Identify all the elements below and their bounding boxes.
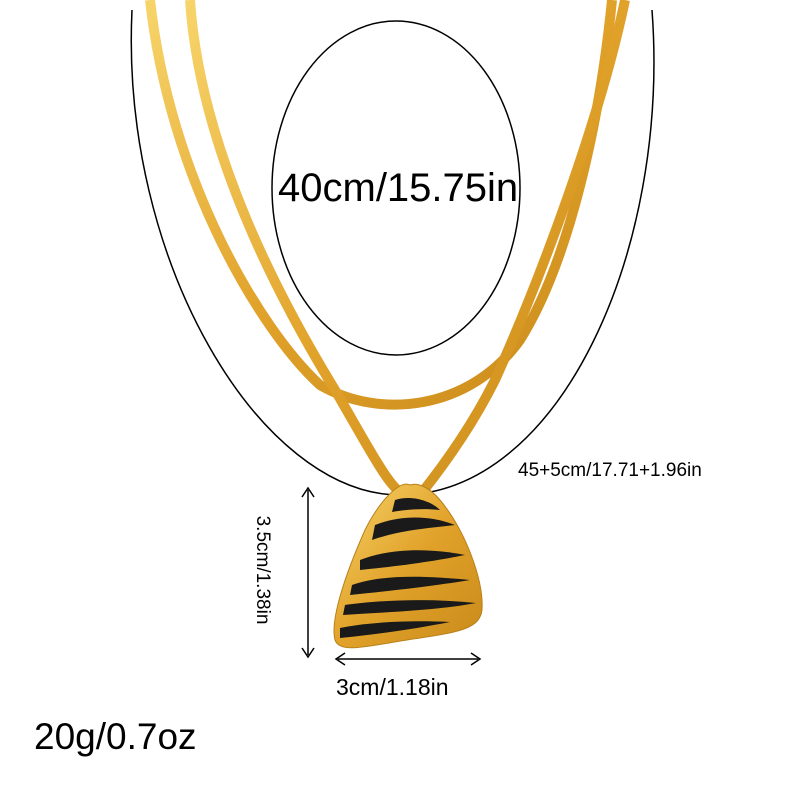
- width-arrow: [334, 652, 482, 666]
- inner-length-ellipse: [271, 20, 521, 356]
- outer-length-label: 45+5cm/17.71+1.96in: [518, 460, 702, 481]
- inner-length-label: 40cm/15.75in: [278, 166, 519, 210]
- pendant-stripes: [340, 498, 476, 638]
- weight-label: 20g/0.7oz: [34, 716, 197, 757]
- pendant-width-label: 3cm/1.18in: [336, 674, 449, 700]
- chain-outer: [185, 0, 630, 500]
- height-arrow: [301, 486, 315, 659]
- outer-length-curve: [130, 9, 655, 496]
- chain-inner: [145, 0, 617, 410]
- pendant-height-label: 3.5cm/1.38in: [252, 515, 273, 625]
